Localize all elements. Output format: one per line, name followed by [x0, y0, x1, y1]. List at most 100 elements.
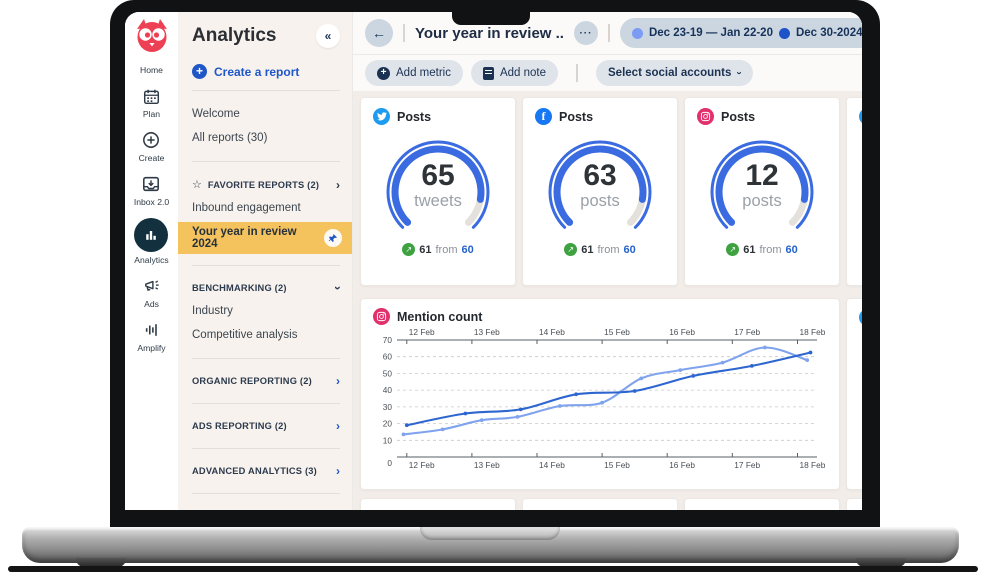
laptop-base [22, 527, 959, 563]
chart-cards-row: Mention count 10 20 30 40 50 60 70 0 12 Feb 12 Fe… [360, 298, 862, 490]
sidebar-item-welcome[interactable]: Welcome [192, 108, 240, 120]
trend-up-icon: ↗ [402, 243, 416, 256]
period-1-label: Dec 23-19 — Jan 22-20 [648, 27, 773, 39]
report-canvas: Posts 65 tweets [353, 91, 862, 510]
report-main-area: ← Your year in review .. ··· Dec 23-19 —… [353, 12, 862, 510]
sidebar-item-active-report[interactable]: Your year in review 2024 [178, 222, 352, 254]
macbook-notch [452, 12, 530, 25]
section-organic-reporting[interactable]: ORGANIC REPORTING (2) › [192, 374, 340, 388]
card-clipped[interactable] [846, 498, 862, 510]
analytics-sidebar-panel: Analytics « + Create a report Welcome Al… [178, 12, 353, 510]
sidebar-item-create[interactable]: Create [138, 130, 165, 163]
svg-text:0: 0 [387, 458, 392, 468]
period-2-label: Dec 30-2024 —Jan 29-20 [795, 27, 862, 39]
add-metric-button[interactable]: + Add metric [365, 60, 463, 86]
sidebar-item-analytics[interactable]: Analytics [134, 218, 169, 265]
svg-text:12 Feb: 12 Feb [409, 327, 435, 337]
report-title: Your year in review .. [415, 24, 564, 42]
svg-text:16 Feb: 16 Feb [669, 460, 695, 470]
chevron-right-icon: › [336, 464, 340, 478]
laptop-shadow [8, 566, 978, 572]
create-report-label: Create a report [214, 64, 300, 79]
svg-text:18 Feb: 18 Feb [800, 460, 826, 470]
metric-card-instagram-posts[interactable]: Posts 12 posts [684, 97, 840, 286]
select-social-accounts-button[interactable]: Select social accounts › [596, 60, 753, 86]
trend-up-icon: ↗ [726, 243, 740, 256]
hootsuite-owl-logo[interactable] [132, 17, 172, 53]
metric-change: ↗ 61 from 60 [373, 243, 503, 256]
svg-text:70: 70 [383, 335, 393, 345]
chevron-right-icon: › [336, 177, 340, 192]
sidebar-item-ads[interactable]: Ads [141, 276, 163, 309]
sidebar-item-industry[interactable]: Industry [192, 305, 233, 317]
svg-text:17 Feb: 17 Feb [734, 327, 760, 337]
add-note-button[interactable]: Add note [470, 60, 559, 86]
section-amplify-reporting[interactable]: AMPLIFY REPORTING (1) › [192, 505, 340, 510]
card-clipped[interactable] [522, 498, 678, 510]
sidebar-item-label: Plan [142, 109, 161, 119]
collapse-panel-button[interactable]: « [316, 24, 340, 48]
laptop-lid-scoop [420, 527, 560, 540]
global-nav-rail: Home Plan Create [125, 12, 178, 510]
metric-card-twitter-posts[interactable]: Posts 65 tweets [360, 97, 516, 286]
sidebar-item-label: Ads [144, 299, 159, 309]
card-clipped[interactable] [360, 498, 516, 510]
page-title: Analytics [192, 25, 277, 46]
chart-card-clipped[interactable] [846, 298, 862, 490]
sidebar-item-label: Inbox 2.0 [133, 197, 170, 207]
more-options-button[interactable]: ··· [573, 21, 598, 45]
sidebar-item-inbound-engagement[interactable]: Inbound engagement [192, 202, 301, 214]
metric-card-facebook-posts[interactable]: f Posts 63 [522, 97, 678, 286]
plus-icon: + [377, 66, 390, 80]
divider [403, 24, 405, 42]
gauge-twitter: 65 tweets [378, 133, 498, 237]
back-button[interactable]: ← [365, 19, 393, 47]
divider [576, 64, 579, 82]
mention-count-card[interactable]: Mention count 10 20 30 40 50 60 70 0 12 Feb 12 Fe… [360, 298, 840, 490]
metric-value: 12 [745, 159, 779, 192]
sidebar-item-home[interactable]: Home [140, 65, 163, 75]
gauge-facebook: 63 posts [540, 133, 660, 237]
svg-text:13 Feb: 13 Feb [474, 460, 500, 470]
twitter-icon [859, 108, 862, 125]
card-clipped[interactable] [684, 498, 840, 510]
trend-up-icon: ↗ [564, 243, 578, 256]
chart-title: Mention count [397, 309, 483, 324]
divider [192, 90, 340, 91]
svg-text:50: 50 [383, 368, 393, 378]
date-range-selector[interactable]: Dec 23-19 — Jan 22-20 Dec 30-2024 —Jan 2… [619, 18, 862, 48]
svg-text:18 Feb: 18 Feb [800, 327, 826, 337]
chevron-right-icon: › [336, 419, 340, 433]
divider [192, 493, 340, 494]
report-header-bar: ← Your year in review .. ··· Dec 23-19 —… [353, 12, 862, 55]
divider [192, 161, 340, 162]
chevron-down-icon: › [734, 71, 746, 75]
sidebar-item-inbox[interactable]: Inbox 2.0 [134, 174, 169, 207]
calendar-icon [141, 86, 163, 106]
section-benchmarking[interactable]: BENCHMARKING (2) › [192, 283, 345, 293]
svg-text:16 Feb: 16 Feb [669, 327, 695, 337]
metric-unit: tweets [414, 192, 462, 210]
plus-icon: + [192, 64, 207, 79]
section-advanced-analytics[interactable]: ADVANCED ANALYTICS (3) › [192, 464, 340, 478]
svg-text:10: 10 [383, 435, 393, 445]
section-favorite-reports[interactable]: ☆ FAVORITE REPORTS (2) › [192, 177, 340, 192]
svg-text:14 Feb: 14 Feb [539, 460, 565, 470]
svg-text:40: 40 [383, 385, 393, 395]
sidebar-item-amplify[interactable]: Amplify [137, 320, 166, 353]
gauge-instagram: 12 posts [702, 133, 822, 237]
divider [192, 448, 340, 449]
metric-change: ↗ 61 from 60 [535, 243, 665, 256]
facebook-icon: f [535, 108, 552, 125]
metric-card-clipped[interactable] [846, 97, 862, 286]
sidebar-item-all-reports[interactable]: All reports (30) [192, 132, 268, 144]
pin-icon[interactable] [324, 229, 342, 247]
divider [192, 358, 340, 359]
section-ads-reporting[interactable]: ADS REPORTING (2) › [192, 419, 340, 433]
create-report-button[interactable]: + Create a report [192, 64, 340, 79]
sidebar-item-plan[interactable]: Plan [141, 86, 163, 119]
sidebar-item-label: Create [138, 153, 165, 163]
instagram-icon [697, 108, 714, 125]
sidebar-item-competitive-analysis[interactable]: Competitive analysis [192, 329, 298, 341]
plus-circle-icon [140, 130, 162, 150]
